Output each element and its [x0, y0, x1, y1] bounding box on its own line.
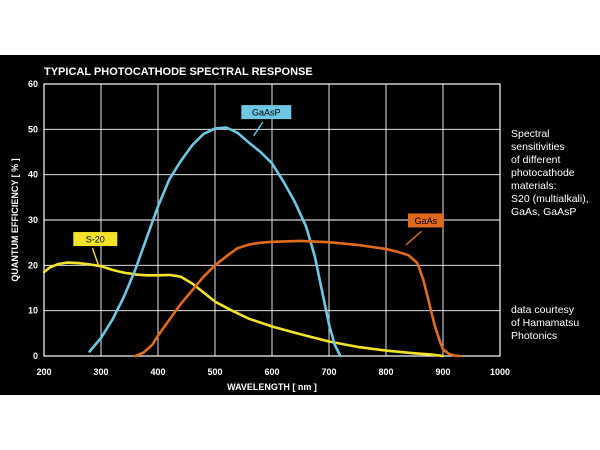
- y-tick-label: 50: [28, 124, 38, 134]
- x-tick-label: 800: [378, 367, 393, 377]
- x-tick-label: 600: [264, 367, 279, 377]
- side-text-line: photocathode: [511, 167, 575, 179]
- side-text-line: Spectral: [511, 128, 550, 140]
- side-text-line: S20 (multialkali),: [511, 193, 589, 205]
- tag-leader-line: [91, 247, 99, 265]
- y-axis-label: QUANTUM EFFICIENCY [ % ]: [10, 158, 20, 281]
- y-tick-label: 0: [33, 351, 38, 361]
- tag-box: [241, 105, 292, 120]
- x-tick-label: 700: [321, 367, 336, 377]
- series-line-gaasp: [88, 126, 342, 358]
- x-tick-label: 500: [207, 367, 222, 377]
- side-text-line: Photonics: [511, 330, 558, 342]
- series-tag-gaas: GaAs: [405, 213, 444, 246]
- side-text-line: of different: [511, 154, 561, 166]
- tag-label: GaAsP: [252, 108, 281, 118]
- tick-labels: 200 300 400 500 600 700 800 900 1000 0 10 20 30 40 50 6…: [28, 79, 510, 377]
- y-tick-label: 10: [28, 306, 38, 316]
- side-text-line: of Hamamatsu: [511, 317, 580, 329]
- series-tag-gaasp: GaAsP: [241, 105, 292, 137]
- series: [42, 126, 462, 358]
- side-text-line: data courtesy: [511, 304, 575, 316]
- series-line-s-20: [42, 261, 445, 358]
- tag-box: [407, 213, 444, 228]
- x-axis-label: WAVELENGTH [ nm ]: [227, 382, 317, 392]
- side-text-line: materials:: [511, 180, 557, 192]
- chart-title: TYPICAL PHOTOCATHODE SPECTRAL RESPONSE: [44, 66, 313, 78]
- side-text-line: GaAs, GaAsP: [511, 206, 577, 218]
- chart-panel: TYPICAL PHOTOCATHODE SPECTRAL RESPONSE 2…: [0, 55, 600, 395]
- y-tick-label: 30: [28, 215, 38, 225]
- tag-leader-line: [253, 121, 264, 137]
- x-tick-label: 1000: [490, 367, 510, 377]
- side-text-line: sensitivities: [511, 141, 565, 153]
- tag-box: [73, 232, 118, 247]
- y-tick-label: 40: [28, 170, 38, 180]
- series-tag-s20: S-20: [73, 232, 118, 265]
- series-line-gaas: [133, 239, 462, 358]
- y-tick-label: 60: [28, 79, 38, 89]
- series-tags: S-20 GaAsP GaAs: [73, 105, 444, 265]
- tag-label: GaAs: [415, 216, 438, 226]
- x-tick-label: 200: [36, 367, 51, 377]
- tag-leader-line: [405, 230, 422, 246]
- x-tick-label: 900: [435, 367, 450, 377]
- x-tick-label: 300: [93, 367, 108, 377]
- tag-label: S-20: [86, 235, 105, 245]
- spectral-response-chart: TYPICAL PHOTOCATHODE SPECTRAL RESPONSE 2…: [10, 66, 510, 392]
- side-description: Spectral sensitivities of different photoca…: [511, 128, 599, 219]
- y-tick-label: 20: [28, 260, 38, 270]
- side-credit: data courtesy of Hamamatsu Photonics: [511, 304, 599, 343]
- x-tick-label: 400: [150, 367, 165, 377]
